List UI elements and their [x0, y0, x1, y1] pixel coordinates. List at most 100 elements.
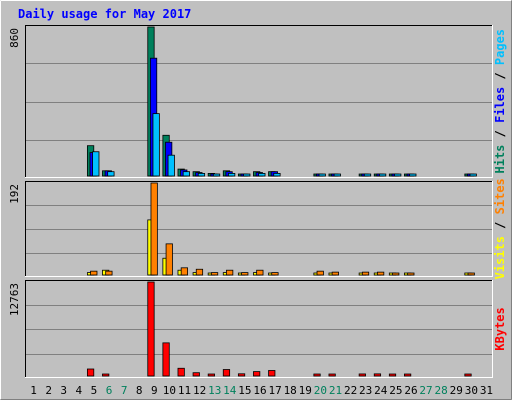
bar-pages-day-12	[198, 173, 204, 176]
bar-sites-day-23	[362, 272, 368, 275]
bar-sites-day-16	[257, 270, 263, 275]
bar-pages-day-11	[183, 172, 189, 176]
x-label-day-12: 12	[193, 384, 206, 397]
x-label-day-30: 30	[465, 384, 478, 397]
bar-sites-day-5	[91, 271, 97, 275]
x-label-day-4: 4	[76, 384, 83, 397]
bar-kbytes-day-24	[374, 374, 380, 376]
bar-sites-day-21	[332, 272, 338, 275]
x-label-day-26: 26	[404, 384, 417, 397]
legend-top-part: /	[493, 65, 507, 87]
bar-kbytes-day-6	[102, 374, 108, 376]
bar-sites-day-13	[211, 273, 217, 275]
x-label-day-20: 20	[314, 384, 327, 397]
x-label-day-10: 10	[163, 384, 176, 397]
x-label-day-11: 11	[178, 384, 191, 397]
bar-sites-day-6	[106, 271, 112, 275]
bar-pages-day-23	[364, 174, 370, 176]
x-label-day-15: 15	[238, 384, 251, 397]
bar-pages-day-30	[470, 174, 476, 176]
bar-pages-day-13	[213, 174, 219, 176]
bar-kbytes-day-13	[208, 374, 214, 376]
bar-kbytes-day-20	[314, 374, 320, 376]
bar-pages-day-14	[228, 173, 234, 176]
bar-kbytes-day-16	[253, 372, 259, 376]
x-label-day-29: 29	[450, 384, 463, 397]
x-label-day-16: 16	[253, 384, 266, 397]
bar-pages-day-24	[379, 174, 385, 176]
bar-pages-day-16	[259, 173, 265, 176]
x-label-day-24: 24	[374, 384, 388, 397]
legend-top-part: Pages	[493, 29, 507, 65]
panel-bottom: 12763KBytes	[8, 280, 507, 378]
bar-sites-day-20	[317, 271, 323, 275]
x-label-day-7: 7	[121, 384, 128, 397]
x-label-day-31: 31	[480, 384, 493, 397]
panel-top: 860 Hits / Files / Pages	[8, 25, 507, 178]
y-max-label: 860	[8, 28, 21, 48]
x-label-day-3: 3	[60, 384, 67, 397]
x-label-day-19: 19	[299, 384, 312, 397]
x-label-day-5: 5	[91, 384, 98, 397]
bar-sites-day-11	[181, 268, 187, 275]
bar-pages-day-25	[395, 174, 401, 176]
legend-middle-part: /	[493, 214, 507, 236]
bar-kbytes-day-26	[404, 374, 410, 376]
bar-sites-day-25	[393, 273, 399, 275]
bar-sites-day-15	[242, 273, 248, 275]
x-label-day-1: 1	[30, 384, 37, 397]
bar-kbytes-day-30	[465, 374, 471, 376]
bar-pages-day-6	[108, 172, 114, 176]
legend-bottom-part: KBytes	[493, 307, 507, 350]
bar-sites-day-17	[272, 273, 278, 275]
legend-top-part: /	[493, 123, 507, 145]
x-label-day-14: 14	[223, 384, 237, 397]
bar-sites-day-24	[377, 272, 383, 275]
x-label-day-17: 17	[268, 384, 281, 397]
x-label-day-23: 23	[359, 384, 372, 397]
bar-kbytes-day-23	[359, 374, 365, 376]
x-label-day-9: 9	[151, 384, 158, 397]
bar-pages-day-15	[244, 174, 250, 176]
x-label-day-8: 8	[136, 384, 143, 397]
legend-middle-part: Visits	[493, 236, 507, 279]
x-label-day-13: 13	[208, 384, 221, 397]
bar-sites-day-14	[226, 270, 232, 275]
legend-middle-part: Sites	[493, 178, 507, 214]
bar-sites-day-9	[151, 183, 157, 275]
x-label-day-18: 18	[284, 384, 297, 397]
y-max-label: 192	[8, 184, 21, 204]
bar-kbytes-day-10	[163, 343, 169, 376]
bar-sites-day-26	[408, 273, 414, 275]
bar-pages-day-10	[168, 155, 174, 176]
bar-pages-day-9	[153, 114, 159, 176]
bar-kbytes-day-14	[223, 370, 229, 376]
bar-sites-day-30	[468, 273, 474, 275]
bar-kbytes-day-17	[269, 370, 275, 376]
bar-kbytes-day-15	[238, 374, 244, 376]
bar-kbytes-day-5	[87, 369, 93, 376]
bar-pages-day-21	[334, 174, 340, 176]
panel-middle: 192 Visits / Sites	[8, 178, 507, 279]
bar-sites-day-10	[166, 244, 172, 275]
legend-top: Hits / Files / Pages	[493, 29, 507, 174]
bar-sites-day-12	[196, 269, 202, 275]
x-label-day-27: 27	[419, 384, 432, 397]
chart-panels: 860 Hits / Files / Pages 192 Visits / Sites…	[8, 25, 507, 378]
bar-pages-day-5	[93, 152, 99, 176]
bar-kbytes-day-21	[329, 374, 335, 376]
bar-kbytes-day-25	[389, 374, 395, 376]
legend-bottom: KBytes	[493, 307, 507, 350]
bar-kbytes-day-9	[148, 282, 154, 376]
bar-pages-day-17	[274, 173, 280, 176]
x-label-day-6: 6	[106, 384, 113, 397]
bar-kbytes-day-11	[178, 368, 184, 376]
x-label-day-21: 21	[329, 384, 342, 397]
x-label-day-28: 28	[435, 384, 448, 397]
x-label-day-25: 25	[389, 384, 402, 397]
legend-middle: Visits / Sites	[493, 178, 507, 279]
legend-top-part: Hits	[493, 145, 507, 174]
chart-title: Daily usage for May 2017	[18, 7, 191, 21]
bar-pages-day-20	[319, 174, 325, 176]
